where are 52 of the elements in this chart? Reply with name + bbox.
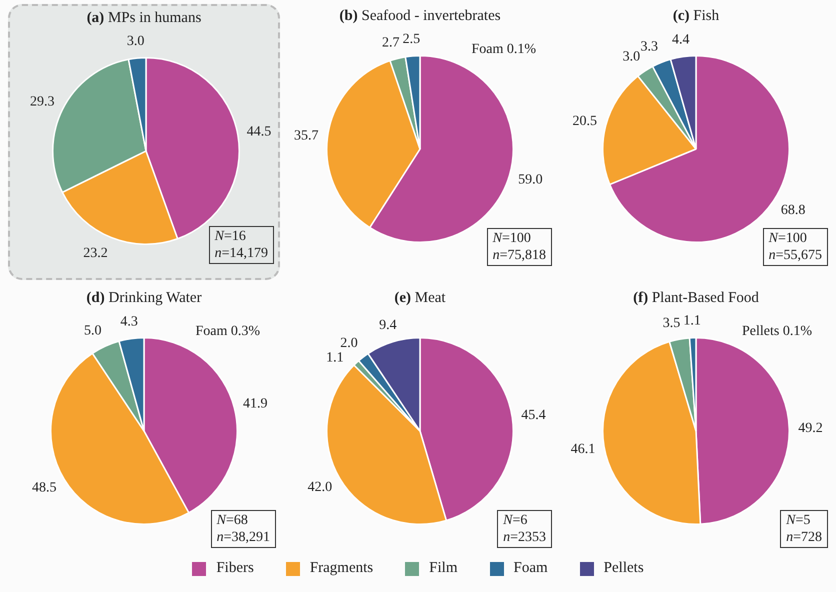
data-label: 29.3 bbox=[30, 94, 54, 110]
data-label: 42.0 bbox=[308, 480, 332, 495]
data-label: 48.5 bbox=[32, 480, 56, 496]
legend-label: Fragments bbox=[310, 560, 374, 577]
chart-title: (c) Fish bbox=[672, 8, 720, 25]
data-label: 5.0 bbox=[84, 323, 102, 338]
text: N=6 bbox=[503, 513, 528, 528]
data-label: 3.0 bbox=[622, 49, 640, 64]
data-label: 41.9 bbox=[243, 396, 268, 412]
text: n=38,291 bbox=[216, 530, 270, 545]
data-label: 44.5 bbox=[246, 124, 272, 140]
data-label: 3.0 bbox=[126, 34, 144, 49]
text: Foam 0.1% bbox=[471, 42, 536, 58]
data-label: 35.7 bbox=[294, 128, 318, 144]
legend-label: Pellets bbox=[604, 560, 644, 577]
data-label: 2.5 bbox=[402, 32, 420, 47]
data-label: 46.1 bbox=[570, 442, 596, 458]
data-label: 23.2 bbox=[83, 246, 108, 261]
legend-label: Fibers bbox=[216, 560, 254, 577]
data-label: 1.1 bbox=[326, 350, 344, 366]
text: Pellets 0.1% bbox=[742, 324, 812, 340]
text: N=100 bbox=[492, 231, 531, 246]
data-label: 45.4 bbox=[521, 408, 546, 423]
text: n=14,179 bbox=[214, 246, 268, 261]
data-label: 3.5 bbox=[662, 316, 680, 332]
data-label: 4.3 bbox=[120, 314, 138, 330]
text: Foam 0.3% bbox=[195, 324, 260, 340]
data-label: 9.4 bbox=[379, 318, 397, 334]
text: n=728 bbox=[786, 530, 822, 545]
text: n=75,818 bbox=[492, 248, 546, 263]
data-label: 1.1 bbox=[683, 313, 701, 328]
data-label: 2.0 bbox=[340, 336, 358, 352]
text: N=5 bbox=[786, 513, 810, 528]
text: N=16 bbox=[214, 229, 246, 244]
chart-title: (d) Drinking Water bbox=[85, 290, 203, 307]
chart-title: (b) Seafood - invertebrates bbox=[338, 8, 502, 25]
chart-title: (f) Plant-Based Food bbox=[632, 290, 760, 307]
data-label: 49.2 bbox=[798, 421, 823, 436]
data-label: 3.3 bbox=[640, 39, 658, 54]
data-label: 2.7 bbox=[382, 35, 400, 50]
data-label: 20.5 bbox=[572, 114, 598, 129]
text: N=100 bbox=[768, 231, 807, 246]
text: N=68 bbox=[216, 513, 248, 528]
chart-title: (e) Meat bbox=[393, 290, 447, 307]
chart-title: (a) MPs in humans bbox=[86, 10, 202, 27]
text: n=2353 bbox=[503, 530, 546, 545]
legend-label: Film bbox=[429, 560, 458, 577]
text: n=55,675 bbox=[768, 248, 822, 263]
data-label: 59.0 bbox=[518, 172, 543, 188]
data-label: 4.4 bbox=[672, 32, 690, 48]
legend-label: Foam bbox=[514, 560, 548, 577]
data-label: 68.8 bbox=[780, 203, 806, 218]
